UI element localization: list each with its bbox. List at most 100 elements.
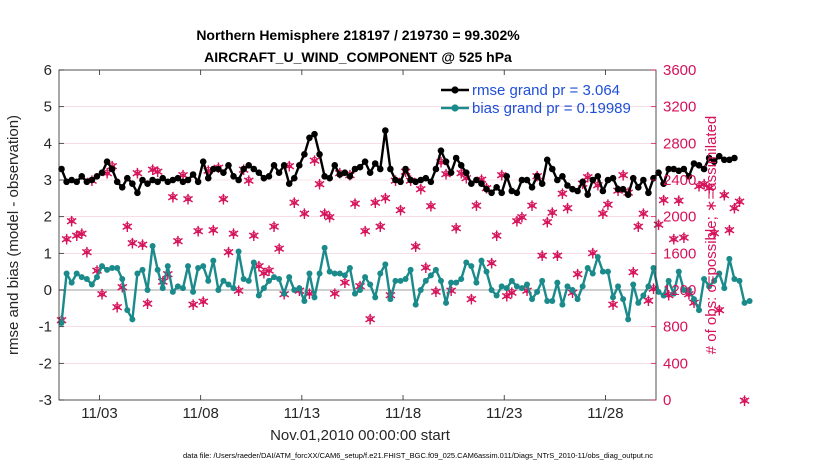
obs-possible-marker <box>432 287 439 294</box>
obs-possible-marker <box>73 231 80 239</box>
obs-assimilated-marker: ∗ <box>297 204 311 224</box>
obs-assimilated-marker: ∗ <box>656 190 670 210</box>
obs-assimilated-marker: ∗ <box>550 246 564 266</box>
bias-point <box>311 294 318 301</box>
obs-possible-marker <box>68 217 75 224</box>
obs-possible-marker <box>726 226 733 233</box>
rmse-point <box>442 158 450 165</box>
rmse-point <box>640 176 647 184</box>
rmse-point <box>265 173 273 180</box>
rmse-point <box>584 191 591 198</box>
bias-point <box>407 266 414 273</box>
rmse-point <box>690 160 698 167</box>
obs-possible-marker <box>660 196 667 203</box>
rmse-point <box>336 171 344 178</box>
rmse-point <box>245 162 253 169</box>
rmse-point <box>230 173 237 180</box>
bias-point <box>240 276 247 282</box>
bias-point <box>508 277 515 284</box>
rmse-point <box>98 169 106 176</box>
bias-point <box>458 276 465 282</box>
rmse-point <box>457 162 465 169</box>
bias-point <box>513 283 520 290</box>
obs-assimilated-marker: ∗ <box>120 217 134 237</box>
chart-title: Northern Hemisphere 218197 / 219730 = 99… <box>196 27 520 43</box>
data-file-footer: data file: /Users/raeder/DAI/ATM_forcXX/… <box>183 451 653 460</box>
bias-point <box>706 283 713 290</box>
bias-point <box>599 268 606 275</box>
rmse-point <box>432 165 440 173</box>
obs-assimilated-marker: ∗ <box>373 217 387 237</box>
y-left-tick-label: -1 <box>39 319 52 336</box>
obs-assimilated-marker: ∗ <box>247 226 261 246</box>
rmse-point <box>665 165 672 173</box>
rmse-point <box>149 176 156 184</box>
bias-point <box>134 270 141 277</box>
y-left-tick-label: 4 <box>44 135 52 152</box>
obs-assimilated-marker: ∗ <box>95 285 109 305</box>
obs-assimilated-marker: ∗ <box>707 223 721 243</box>
rmse-point <box>164 178 172 186</box>
rmse-point <box>351 165 359 173</box>
rmse-point <box>599 187 607 195</box>
x-tick-label: 11/13 <box>284 405 320 422</box>
obs-assimilated-marker: ∗ <box>166 188 180 208</box>
y-left-tick-label: 5 <box>44 99 52 116</box>
rmse-point <box>503 173 511 180</box>
obs-possible-marker <box>291 198 298 206</box>
rmse-point <box>660 180 667 187</box>
bias-point <box>210 257 217 264</box>
rmse-point <box>392 176 399 184</box>
bias-point <box>185 263 192 270</box>
rmse-point <box>280 162 288 169</box>
obs-possible-marker <box>144 299 151 306</box>
bias-point <box>437 277 444 284</box>
bias-point <box>159 285 166 292</box>
y-right-tick-label: 800 <box>663 319 688 336</box>
rmse-point <box>210 165 217 173</box>
obs-assimilated-marker: ∗ <box>626 263 640 283</box>
bias-point <box>164 263 171 270</box>
rmse-point <box>250 165 258 173</box>
obs-possible-marker <box>255 262 262 269</box>
bias-point <box>357 287 364 293</box>
obs-possible-marker <box>736 198 743 205</box>
bias-point <box>392 277 399 284</box>
bias-point <box>539 277 546 284</box>
obs-assimilated-marker: ∗ <box>464 289 478 309</box>
obs-assimilated-marker: ∗ <box>555 184 569 204</box>
bias-point <box>306 270 313 277</box>
rmse-point <box>169 176 177 184</box>
obs-possible-marker <box>559 189 566 196</box>
bias-point <box>443 299 450 306</box>
legend-bias-marker <box>451 104 459 112</box>
obs-possible-marker <box>98 290 106 297</box>
rmse-point <box>58 165 65 173</box>
obs-possible-marker <box>609 300 617 307</box>
rmse-point <box>478 180 485 187</box>
bias-point <box>124 307 131 314</box>
obs-possible-marker <box>518 213 525 220</box>
obs-assimilated-marker: ∗ <box>469 196 483 216</box>
bias-point <box>655 288 662 295</box>
rmse-point <box>331 162 339 169</box>
obs-assimilated-marker: ∗ <box>110 298 124 318</box>
obs-assimilated-marker: ∗ <box>323 208 337 228</box>
rmse-point <box>189 171 197 178</box>
obs-assimilated-marker: ∗ <box>500 287 514 307</box>
obs-assimilated-marker: ∗ <box>570 265 584 285</box>
rmse-point <box>726 156 733 164</box>
obs-possible-marker <box>311 156 318 163</box>
rmse-point <box>260 174 268 182</box>
obs-possible-marker <box>417 185 424 192</box>
obs-possible-marker <box>362 227 369 234</box>
obs-assimilated-marker: ∗ <box>601 195 615 215</box>
bias-point <box>726 255 733 262</box>
bias-point <box>432 266 439 273</box>
obs-assimilated-marker: ∗ <box>429 282 443 302</box>
bias-point <box>58 320 65 326</box>
rmse-point <box>311 130 318 138</box>
obs-possible-marker <box>301 209 308 217</box>
rmse-point <box>604 176 612 184</box>
plot-area <box>59 70 656 400</box>
